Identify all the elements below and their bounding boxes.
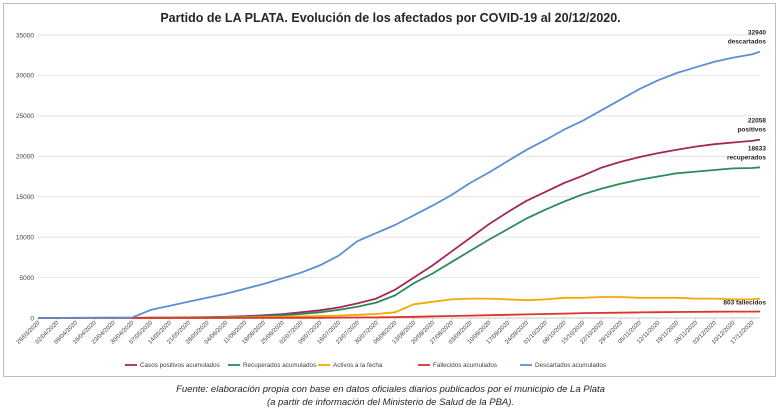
source-line-2: (a partir de información del Ministerio … [266, 397, 515, 408]
y-tick-label: 10000 [16, 234, 34, 241]
line-chart: 0500010000150002000025000300003500026/03… [16, 30, 767, 370]
annotation-label: recuperados [727, 154, 766, 161]
legend-label: Activos a la fecha [333, 362, 383, 369]
legend-label: Casos positivos acumulados [140, 362, 220, 369]
series-line-casos-positivos-acumulados [37, 138, 761, 319]
series-line-activos-a-la-fecha [37, 296, 761, 319]
series-line-fallecidos-acumulados [38, 310, 761, 319]
annotation-value: 803 fallecidos [723, 300, 766, 307]
y-tick-label: 25000 [16, 113, 34, 120]
y-tick-label: 15000 [16, 194, 34, 201]
y-tick-label: 35000 [16, 32, 34, 39]
legend-label: Recuperados acumulados [243, 362, 316, 369]
series-line-recuperados-acumulados [38, 166, 761, 319]
series-line-descartados-acumulados [37, 50, 761, 319]
y-tick-label: 20000 [16, 154, 34, 161]
y-tick-label: 30000 [16, 73, 34, 80]
annotation-value: 22058 [748, 118, 766, 125]
annotation-label: positivos [737, 127, 766, 134]
y-tick-label: 0 [30, 315, 34, 322]
legend-label: Descartados acumulados [535, 362, 606, 369]
annotation-value: 18633 [748, 145, 766, 152]
y-tick-label: 5000 [20, 275, 35, 282]
chart-frame [3, 3, 776, 377]
source-line-1: Fuente: elaboración propia con base en d… [176, 384, 605, 395]
chart-title: Partido de LA PLATA. Evolución de los af… [160, 11, 621, 25]
legend-label: Fallecidos acumulados [433, 362, 497, 369]
annotation-value: 32940 [748, 30, 766, 37]
annotation-label: descartados [728, 39, 767, 46]
